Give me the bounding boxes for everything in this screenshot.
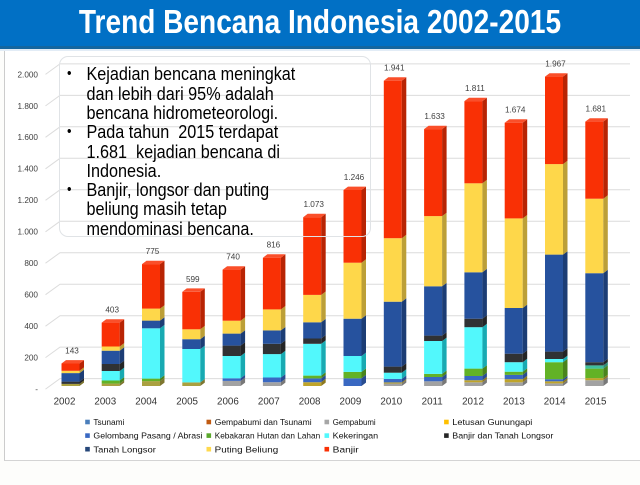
svg-text:740: 740 — [226, 253, 240, 262]
svg-text:1.674: 1.674 — [505, 106, 526, 115]
svg-text:143: 143 — [65, 347, 79, 356]
svg-text:1.000: 1.000 — [18, 228, 39, 237]
svg-text:1.633: 1.633 — [424, 112, 445, 121]
svg-text:1.600: 1.600 — [18, 133, 39, 142]
svg-text:2009: 2009 — [340, 397, 362, 408]
svg-text:200: 200 — [24, 354, 38, 363]
svg-text:2.000: 2.000 — [18, 70, 39, 79]
svg-text:2011: 2011 — [422, 397, 443, 408]
svg-text:-: - — [35, 385, 38, 394]
svg-text:2012: 2012 — [462, 397, 484, 408]
svg-text:2010: 2010 — [380, 397, 402, 408]
svg-text:1.400: 1.400 — [18, 165, 39, 174]
svg-text:Kebakaran Hutan dan Lahan: Kebakaran Hutan dan Lahan — [215, 431, 321, 441]
svg-text:600: 600 — [24, 291, 38, 300]
svg-text:Tanah Longsor: Tanah Longsor — [93, 444, 156, 454]
svg-text:Gelombang Pasang / Abrasi: Gelombang Pasang / Abrasi — [93, 431, 202, 441]
svg-text:Tsunami: Tsunami — [93, 417, 124, 427]
svg-text:1.800: 1.800 — [18, 102, 39, 111]
svg-text:Gempabumi: Gempabumi — [333, 417, 376, 427]
svg-text:2002: 2002 — [54, 397, 76, 408]
svg-text:1.941: 1.941 — [384, 64, 405, 73]
svg-text:Gempabumi dan Tsunami: Gempabumi dan Tsunami — [215, 417, 312, 427]
svg-text:1.073: 1.073 — [303, 200, 324, 209]
svg-text:2006: 2006 — [217, 397, 239, 408]
svg-text:2004: 2004 — [135, 397, 157, 408]
svg-text:2007: 2007 — [258, 397, 280, 408]
svg-text:400: 400 — [24, 322, 38, 331]
svg-text:816: 816 — [267, 241, 281, 250]
svg-text:800: 800 — [24, 259, 38, 268]
svg-text:Puting Beliung: Puting Beliung — [215, 444, 279, 454]
svg-text:403: 403 — [105, 306, 119, 315]
svg-text:Kekeringan: Kekeringan — [333, 431, 379, 441]
svg-text:2013: 2013 — [503, 397, 525, 408]
svg-text:Banjir dan Tanah Longsor: Banjir dan Tanah Longsor — [452, 431, 553, 441]
svg-text:2014: 2014 — [544, 397, 566, 408]
svg-text:1.681: 1.681 — [586, 105, 607, 114]
svg-text:2008: 2008 — [299, 397, 321, 408]
svg-text:Banjir: Banjir — [333, 444, 359, 454]
svg-text:599: 599 — [186, 275, 200, 284]
svg-text:1.246: 1.246 — [344, 173, 365, 182]
svg-text:2003: 2003 — [94, 397, 116, 408]
svg-text:775: 775 — [146, 247, 160, 256]
svg-text:2005: 2005 — [176, 397, 198, 408]
svg-text:1.200: 1.200 — [18, 196, 39, 205]
svg-text:1.811: 1.811 — [465, 84, 485, 93]
svg-text:Letusan Gunungapi: Letusan Gunungapi — [452, 417, 532, 427]
svg-text:2015: 2015 — [585, 397, 607, 408]
svg-text:1.967: 1.967 — [545, 60, 566, 69]
